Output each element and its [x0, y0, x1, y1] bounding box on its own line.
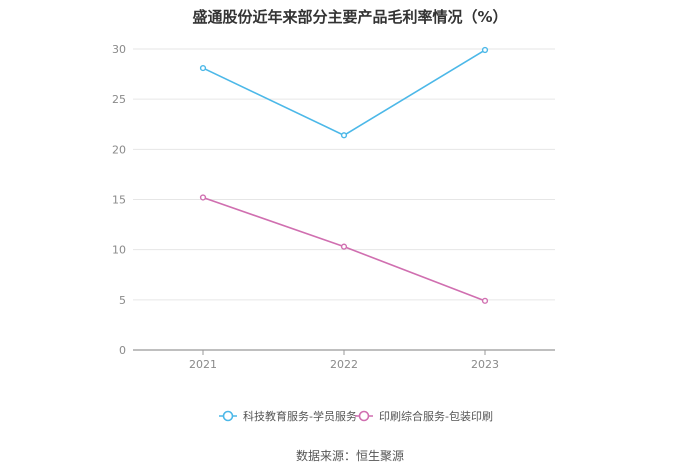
y-tick-label-25: 25: [112, 93, 126, 106]
legend-marker-1: [222, 410, 234, 422]
legend-marker-2: [358, 410, 370, 422]
data-point-series-2-2023: [481, 297, 489, 304]
data-point-series-1-2021: [199, 64, 207, 72]
y-tick-label-10: 10: [112, 244, 126, 257]
source-note: 数据来源：恒生聚源: [295, 449, 404, 463]
legend-label-2: 印刷综合服务-包装印刷: [379, 409, 493, 423]
legend: 科技教育服务-学员服务 印刷综合服务-包装印刷: [219, 409, 493, 423]
series-lines: [199, 46, 489, 304]
grid-lines: [133, 48, 555, 301]
y-tick-label-30: 30: [112, 43, 126, 56]
data-point-series-1-2023: [481, 46, 489, 54]
data-point-series-2-2021: [199, 194, 207, 201]
axes: 0 5 10 15 20 25 30 2021 2022 2023: [112, 43, 555, 371]
legend-label-1: 科技教育服务-学员服务: [243, 409, 357, 423]
data-point-series-2-2022: [340, 243, 348, 250]
y-tick-label-20: 20: [112, 143, 126, 156]
y-tick-label-5: 5: [119, 294, 126, 307]
y-tick-label-0: 0: [119, 344, 126, 357]
data-point-series-1-2022: [340, 132, 348, 139]
x-tick-label-2023: 2023: [471, 358, 499, 371]
y-tick-label-15: 15: [112, 194, 126, 207]
series-line-1: [202, 49, 486, 137]
chart-title: 盛通股份近年来部分主要产品毛利率情况（%）: [192, 8, 508, 26]
x-tick-label-2021: 2021: [189, 358, 217, 371]
x-tick-label-2022: 2022: [330, 358, 358, 371]
